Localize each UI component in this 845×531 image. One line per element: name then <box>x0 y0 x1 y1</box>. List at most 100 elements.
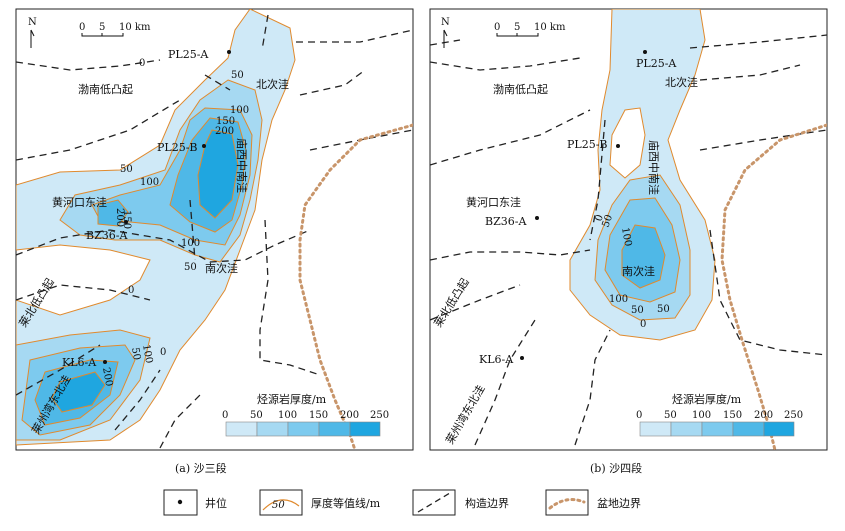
scale-tick-5-a: 5 <box>99 22 105 33</box>
legend-box-basin <box>545 489 589 516</box>
contour-label: 100 <box>609 294 628 305</box>
legend-swatch <box>256 421 289 437</box>
legend-well-label: 井位 <box>205 496 227 510</box>
legend-boundary-label: 构造边界 <box>465 496 509 510</box>
contour-label: 100 <box>230 105 249 116</box>
contour-label: 50 <box>129 347 142 361</box>
contour-label: 100 <box>140 177 159 188</box>
legend-tick: 50 <box>664 410 677 421</box>
region-label: 南次洼 <box>205 261 238 275</box>
north-label-b: N <box>441 17 450 28</box>
contour-label: 0 <box>139 58 145 69</box>
contour-label: 50 <box>631 305 644 316</box>
scale-bar-b <box>496 33 539 37</box>
scale-tick-10-b: 10 km <box>534 22 566 33</box>
region-label: 北次洼 <box>256 77 289 91</box>
zone-150-b <box>621 224 666 289</box>
scale-tick-10-a: 10 km <box>119 22 151 33</box>
zone-200-a2 <box>51 371 106 413</box>
contour-label: 100 <box>140 344 154 365</box>
well-label: PL25-A <box>168 48 209 61</box>
legend-tick: 0 <box>222 410 228 421</box>
region-label: 庙西中南洼 <box>647 140 661 195</box>
region-label: 南次洼 <box>622 264 655 278</box>
well-label: KL6-A <box>479 353 514 366</box>
well-label: BZ36-A <box>86 229 128 242</box>
zone-150-a2 <box>97 199 129 227</box>
legend-swatch <box>701 421 734 437</box>
legend-tick: 150 <box>309 410 328 421</box>
contour-label: 100 <box>619 227 633 248</box>
contour-label: 150 <box>121 210 132 229</box>
legend-tick: 100 <box>692 410 711 421</box>
legend-swatch <box>639 421 672 437</box>
legend-tick: 150 <box>723 410 742 421</box>
well-label: PL25-B <box>567 138 608 151</box>
structure-boundaries-a <box>16 14 413 449</box>
contour-label: 200 <box>215 126 234 137</box>
legend-swatch <box>318 421 351 437</box>
legend-title-b: 烃源岩厚度/m <box>672 392 742 406</box>
legend-tick: 250 <box>784 410 803 421</box>
caption-b: (b) 沙四段 <box>590 461 642 475</box>
contour-label: 0 <box>640 319 646 330</box>
well-marker <box>535 216 539 220</box>
well-label: PL25-A <box>636 57 677 70</box>
region-label: 渤南低凸起 <box>78 83 133 96</box>
well-marker <box>124 220 128 224</box>
legend-scale-a <box>225 421 381 437</box>
legend-swatch <box>670 421 703 437</box>
contour-label: 50 <box>600 213 615 229</box>
legend-title-a: 烃源岩厚度/m <box>257 392 327 406</box>
scale-tick-0-b: 0 <box>494 22 500 33</box>
contour-line-icon <box>262 499 300 511</box>
well-label: BZ36-A <box>485 215 527 228</box>
north-arrow-icon <box>443 29 448 48</box>
legend-tick: 100 <box>278 410 297 421</box>
region-label: 黄河口东洼 <box>52 195 107 209</box>
zone-hole-b <box>609 107 646 179</box>
legend-tick: 250 <box>370 410 389 421</box>
legend-swatch <box>287 421 320 437</box>
zone-200-a <box>197 129 239 219</box>
scale-bar-a <box>81 33 124 37</box>
legend-scale-b <box>639 421 795 437</box>
panel-b: N 0 5 10 km PL25-A PL25-B BZ36-A KL6-A 渤… <box>429 8 828 451</box>
legend-swatch <box>763 421 795 437</box>
boundary-line-icon <box>417 492 451 513</box>
contour-label: 0 <box>160 347 166 358</box>
legend-basin-label: 盆地边界 <box>597 496 641 510</box>
contour-label: 200 <box>114 208 125 227</box>
well-marker <box>202 144 206 148</box>
well-marker <box>227 50 231 54</box>
basin-boundary-a <box>298 123 413 450</box>
legend-contour-label: 厚度等值线/m <box>311 496 381 510</box>
basin-boundary-b <box>720 123 827 450</box>
north-arrow-icon <box>30 29 35 48</box>
caption-a: (a) 沙三段 <box>175 461 227 475</box>
well-marker <box>616 144 620 148</box>
region-label: 北次洼 <box>665 75 698 89</box>
contour-label: 50 <box>120 164 133 175</box>
scale-tick-5-b: 5 <box>514 22 520 33</box>
well-label: KL6-A <box>62 356 97 369</box>
contour-label: 50 <box>184 262 197 273</box>
bottom-legend: 井位 50 厚度等值线/m 构造边界 盆地边界 <box>163 489 641 516</box>
legend-swatch <box>732 421 765 437</box>
well-symbol-icon <box>177 499 183 505</box>
region-label: 渤南低凸起 <box>493 83 548 96</box>
scale-tick-0-a: 0 <box>79 22 85 33</box>
well-marker <box>643 50 647 54</box>
legend-tick: 0 <box>636 410 642 421</box>
contour-label: 0 <box>128 285 134 296</box>
contour-label: 50 <box>231 70 244 81</box>
region-label: 庙西中南洼 <box>235 138 249 193</box>
north-label-a: N <box>28 17 37 28</box>
legend-tick: 200 <box>754 410 773 421</box>
contour-label: 200 <box>100 367 114 388</box>
well-marker <box>103 360 107 364</box>
basin-line-icon <box>548 498 586 510</box>
legend-tick: 50 <box>250 410 263 421</box>
contour-label: 50 <box>657 304 670 315</box>
